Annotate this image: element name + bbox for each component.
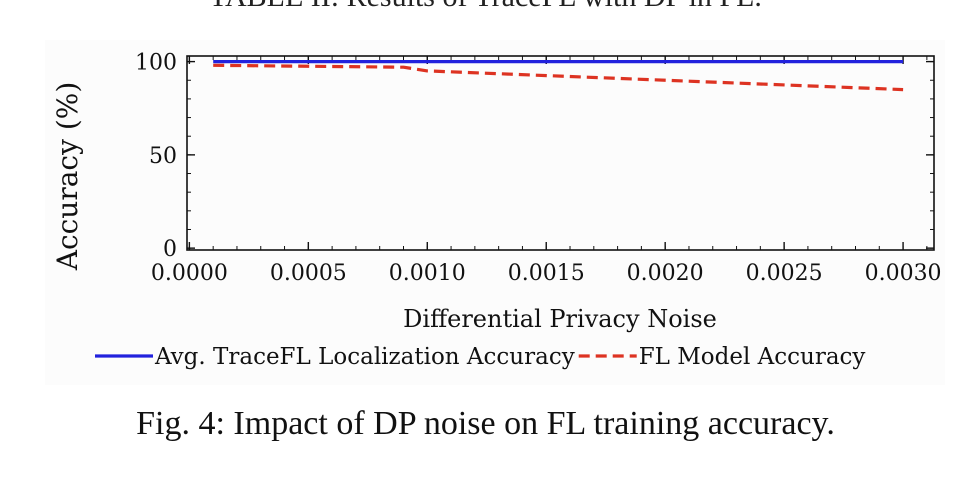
x-tick-label: 0.0005 <box>270 261 347 286</box>
x-tick-label: 0.0020 <box>627 261 704 286</box>
legend-label-fl-model: FL Model Accuracy <box>639 344 866 370</box>
plot-frame <box>186 55 935 251</box>
ticks: 0.0000 0.0005 0.0010 0.0015 0.0020 0.0025 0.00… <box>135 51 942 286</box>
line-chart: 0.0000 0.0005 0.0010 0.0015 0.0020 0.0025 0.00… <box>51 51 942 370</box>
series-line-fl-model <box>213 63 904 92</box>
x-tick-label: 0.0030 <box>865 261 942 286</box>
x-tick-label: 0.0010 <box>389 261 466 286</box>
y-tick-label: 100 <box>135 51 177 76</box>
x-axis-label: Differential Privacy Noise <box>403 305 717 333</box>
legend-label-tracefl: Avg. TraceFL Localization Accuracy <box>154 344 575 370</box>
x-tick-label: 0.0015 <box>508 261 585 286</box>
y-tick-label: 0 <box>163 237 177 262</box>
y-axis-label: Accuracy (%) <box>51 82 84 272</box>
x-tick-label: 0.0025 <box>746 261 823 286</box>
figure-caption: Fig. 4: Impact of DP noise on FL trainin… <box>136 405 835 442</box>
y-tick-label: 50 <box>149 144 177 169</box>
axes <box>186 55 935 251</box>
chart-area: 0.0000 0.0005 0.0010 0.0015 0.0020 0.0025 0.00… <box>45 40 945 385</box>
table-header-fragment: TABLE II: Results of TraceFL with DP in … <box>0 0 971 14</box>
series <box>213 60 904 92</box>
legend: Avg. TraceFL Localization Accuracy FL Mod… <box>95 344 865 370</box>
x-tick-label: 0.0000 <box>151 261 228 286</box>
